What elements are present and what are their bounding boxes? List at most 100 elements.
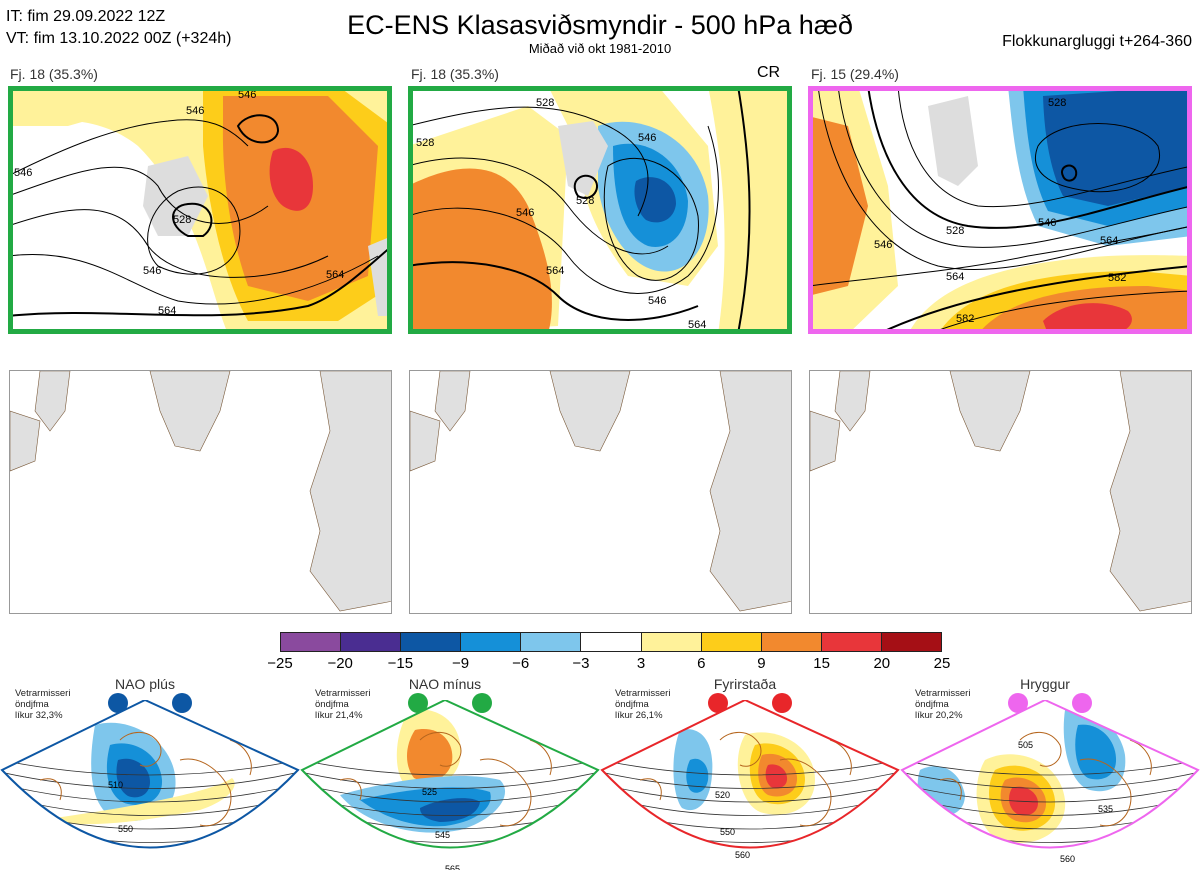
colorbar-tick-label: −15 [387, 655, 414, 672]
regime-note: Vetrarmisseri öndjfma líkur 21,4% [315, 688, 370, 721]
contour-label: 546 [186, 105, 204, 117]
valid-time: VT: fim 13.10.2022 00Z (+324h) [6, 30, 232, 47]
contour-label: 546 [648, 295, 666, 307]
contour-label: 535 [1098, 804, 1113, 814]
contour-label: 520 [715, 790, 730, 800]
contour-label: 525 [422, 787, 437, 797]
regime-note: Vetrarmisseri öndjfma líkur 20,2% [915, 688, 970, 721]
contour-label: 564 [158, 305, 176, 317]
regime-marker-dot [772, 693, 792, 713]
panel-1-label: Fj. 18 (35.3%) [10, 66, 98, 82]
height-contour [602, 771, 898, 789]
contour-label: 582 [1108, 272, 1126, 284]
colorbar-segment [341, 633, 402, 651]
coastline [939, 731, 1152, 827]
colorbar-segment [761, 633, 822, 651]
contour-label: 564 [946, 271, 964, 283]
contour-label: 528 [416, 137, 434, 149]
height-contour [2, 771, 298, 789]
contour-label: 582 [956, 313, 974, 325]
contour-label: 528 [536, 97, 554, 109]
regime-map: 510 550 [0, 700, 300, 870]
colorbar-segment [461, 633, 522, 651]
contour-label: 546 [238, 89, 256, 101]
regime-title: Fyrirstaða [713, 676, 777, 692]
regime-fan-outline [0, 700, 300, 849]
height-contour [602, 759, 898, 776]
coastline [39, 731, 252, 827]
contour-label: 546 [638, 132, 656, 144]
anomaly-shading [765, 764, 788, 789]
height-contour [902, 783, 1198, 803]
colorbar-tick-label: −25 [267, 655, 293, 672]
regime-map: 520 550 560 [600, 700, 900, 860]
colorbar-tick-label: 9 [757, 655, 766, 672]
anomaly-shading [686, 758, 709, 793]
colorbar-segment [401, 633, 462, 651]
contour-label: 510 [108, 780, 123, 790]
colorbar [280, 632, 942, 652]
regime-note-line: líkur 20,2% [915, 710, 963, 721]
regime-marker-dot [472, 693, 492, 713]
colorbar-segment [821, 633, 882, 651]
empty-map-2 [409, 370, 792, 614]
regime-note: Vetrarmisseri öndjfma líkur 32,3% [15, 688, 70, 721]
classification-window: Flokkunargluggi t+264-360 [1002, 33, 1192, 50]
regime-map: 525 545 565 [300, 700, 600, 870]
panel-2-tag: CR [757, 64, 781, 81]
regime-note-line: Vetrarmisseri [315, 688, 371, 699]
regime-note-line: líkur 21,4% [315, 710, 363, 721]
regime-note-line: líkur 32,3% [15, 710, 63, 721]
regime-note-line: öndjfma [315, 699, 349, 710]
regime-note-line: öndjfma [915, 699, 949, 710]
contour-label: 550 [118, 824, 133, 834]
contour-label: 564 [326, 269, 344, 281]
contour-label: 564 [546, 265, 564, 277]
colorbar-tick-label: 25 [933, 655, 951, 672]
contour-label: 564 [1100, 235, 1118, 247]
empty-map-1 [9, 370, 392, 614]
page-title: EC-ENS Klasasviðsmyndir - 500 hPa hæð [347, 10, 853, 40]
anomaly-shading [40, 778, 235, 825]
empty-map-3 [809, 370, 1192, 614]
height-contour [602, 783, 898, 803]
anomaly-shading [420, 798, 480, 822]
regime-marker-dot [1072, 693, 1092, 713]
colorbar-tick-label: −3 [572, 655, 590, 672]
contour-label: 545 [435, 830, 450, 840]
cluster-map-1: 546 546 546 528 546 564 564 [8, 86, 392, 334]
height-contour [2, 759, 298, 776]
colorbar-tick-label: −20 [327, 655, 353, 672]
contour-label: 505 [1018, 740, 1033, 750]
colorbar-tick-label: 3 [636, 655, 646, 672]
regime-note-line: öndjfma [615, 699, 649, 710]
regime-marker-dot [172, 693, 192, 713]
contour-label: 560 [735, 850, 750, 860]
colorbar-segment [881, 633, 942, 651]
regime-note-line: líkur 26,1% [615, 710, 663, 721]
contour-label: 528 [173, 214, 191, 226]
regime-marker-dot [1008, 693, 1028, 713]
height-contour [0, 856, 300, 870]
anomaly-shading [1010, 862, 1045, 870]
height-contour [900, 856, 1200, 870]
cluster-map-3: 528 546 528 546 564 564 582 582 [808, 86, 1192, 334]
regime-note-line: Vetrarmisseri [15, 688, 71, 699]
contour-label: 528 [946, 225, 964, 237]
height-contour [902, 771, 1198, 789]
contour-label: 546 [143, 265, 161, 277]
height-contour [302, 783, 598, 803]
contour-label: 546 [516, 207, 534, 219]
contour-label: 550 [720, 827, 735, 837]
contour-label: 564 [688, 319, 706, 331]
cluster-map-2: 528 528 546 528 546 564 546 564 [408, 86, 792, 334]
contour-label: 546 [874, 239, 892, 251]
height-contour [302, 771, 598, 789]
panel-3-label: Fj. 15 (29.4%) [811, 66, 899, 82]
height-contour [302, 759, 598, 776]
height-contour [2, 783, 298, 803]
height-contour [902, 759, 1198, 776]
page-subtitle: Miðað við okt 1981-2010 [528, 41, 672, 56]
anomaly-shading [406, 729, 453, 782]
regime-title: NAO mínus [408, 676, 482, 692]
